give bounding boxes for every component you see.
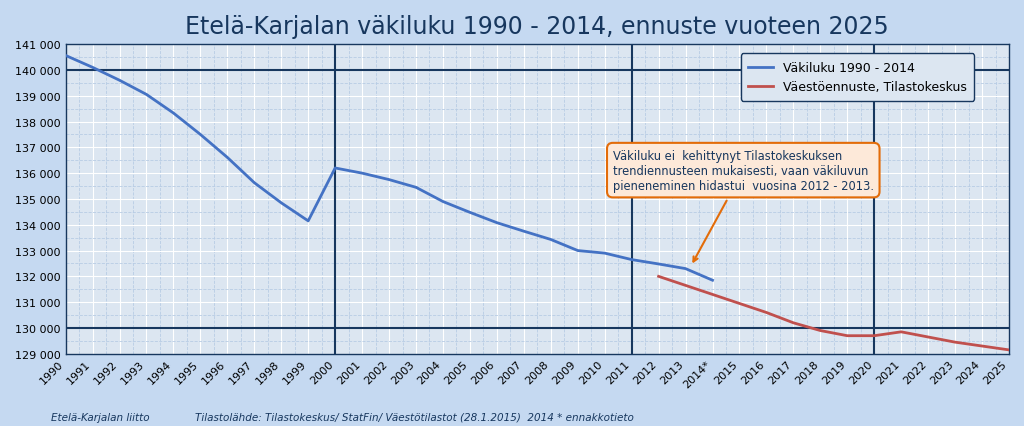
Väkiluku 1990 - 2014 — [86, 66, 98, 71]
Väestöennuste, Tilastokeskus — [922, 335, 934, 340]
Väkiluku 1990 - 2014 — [626, 257, 638, 262]
Väestöennuste, Tilastokeskus — [760, 310, 772, 315]
Väkiluku 1990 - 2014 — [221, 155, 233, 161]
Väkiluku 1990 - 2014 — [599, 251, 611, 256]
Väestöennuste, Tilastokeskus — [733, 301, 745, 306]
Väkiluku 1990 - 2014 — [437, 199, 450, 204]
Väkiluku 1990 - 2014 — [571, 248, 584, 253]
Väestöennuste, Tilastokeskus — [895, 329, 907, 334]
Text: Väkiluku ei  kehittynyt Tilastokeskuksen
trendiennusteen mukaisesti, vaan väkilu: Väkiluku ei kehittynyt Tilastokeskuksen … — [612, 149, 873, 262]
Väkiluku 1990 - 2014 — [464, 210, 476, 216]
Väkiluku 1990 - 2014 — [410, 185, 422, 190]
Väkiluku 1990 - 2014 — [114, 78, 126, 83]
Väestöennuste, Tilastokeskus — [652, 274, 665, 279]
Väestöennuste, Tilastokeskus — [1002, 348, 1015, 353]
Väkiluku 1990 - 2014 — [707, 278, 719, 283]
Title: Etelä-Karjalan väkiluku 1990 - 2014, ennuste vuoteen 2025: Etelä-Karjalan väkiluku 1990 - 2014, enn… — [185, 15, 889, 39]
Text: Etelä-Karjalan liitto: Etelä-Karjalan liitto — [51, 412, 150, 422]
Legend: Väkiluku 1990 - 2014, Väestöennuste, Tilastokeskus: Väkiluku 1990 - 2014, Väestöennuste, Til… — [740, 55, 975, 101]
Väkiluku 1990 - 2014 — [302, 219, 314, 224]
Väkiluku 1990 - 2014 — [518, 229, 530, 234]
Väestöennuste, Tilastokeskus — [976, 344, 988, 349]
Väkiluku 1990 - 2014 — [195, 132, 207, 138]
Väkiluku 1990 - 2014 — [275, 201, 288, 206]
Väkiluku 1990 - 2014 — [652, 262, 665, 267]
Väestöennuste, Tilastokeskus — [814, 328, 826, 333]
Väkiluku 1990 - 2014 — [167, 111, 179, 116]
Line: Väkiluku 1990 - 2014: Väkiluku 1990 - 2014 — [66, 56, 713, 281]
Väestöennuste, Tilastokeskus — [679, 283, 691, 288]
Väestöennuste, Tilastokeskus — [949, 340, 962, 345]
Väkiluku 1990 - 2014 — [140, 92, 153, 98]
Väkiluku 1990 - 2014 — [59, 54, 72, 59]
Väestöennuste, Tilastokeskus — [868, 334, 881, 339]
Väkiluku 1990 - 2014 — [356, 171, 369, 176]
Väkiluku 1990 - 2014 — [545, 237, 557, 242]
Väestöennuste, Tilastokeskus — [787, 320, 800, 325]
Väkiluku 1990 - 2014 — [383, 178, 395, 183]
Väkiluku 1990 - 2014 — [490, 221, 503, 226]
Väestöennuste, Tilastokeskus — [841, 334, 853, 339]
Text: Tilastolähde: Tilastokeskus/ StatFin/ Väestötilastot (28.1.2015)  2014 * ennakko: Tilastolähde: Tilastokeskus/ StatFin/ Vä… — [195, 412, 634, 422]
Väkiluku 1990 - 2014 — [329, 166, 341, 171]
Väestöennuste, Tilastokeskus — [707, 292, 719, 297]
Line: Väestöennuste, Tilastokeskus: Väestöennuste, Tilastokeskus — [658, 277, 1009, 350]
Väkiluku 1990 - 2014 — [248, 181, 260, 186]
Väkiluku 1990 - 2014 — [679, 266, 691, 271]
